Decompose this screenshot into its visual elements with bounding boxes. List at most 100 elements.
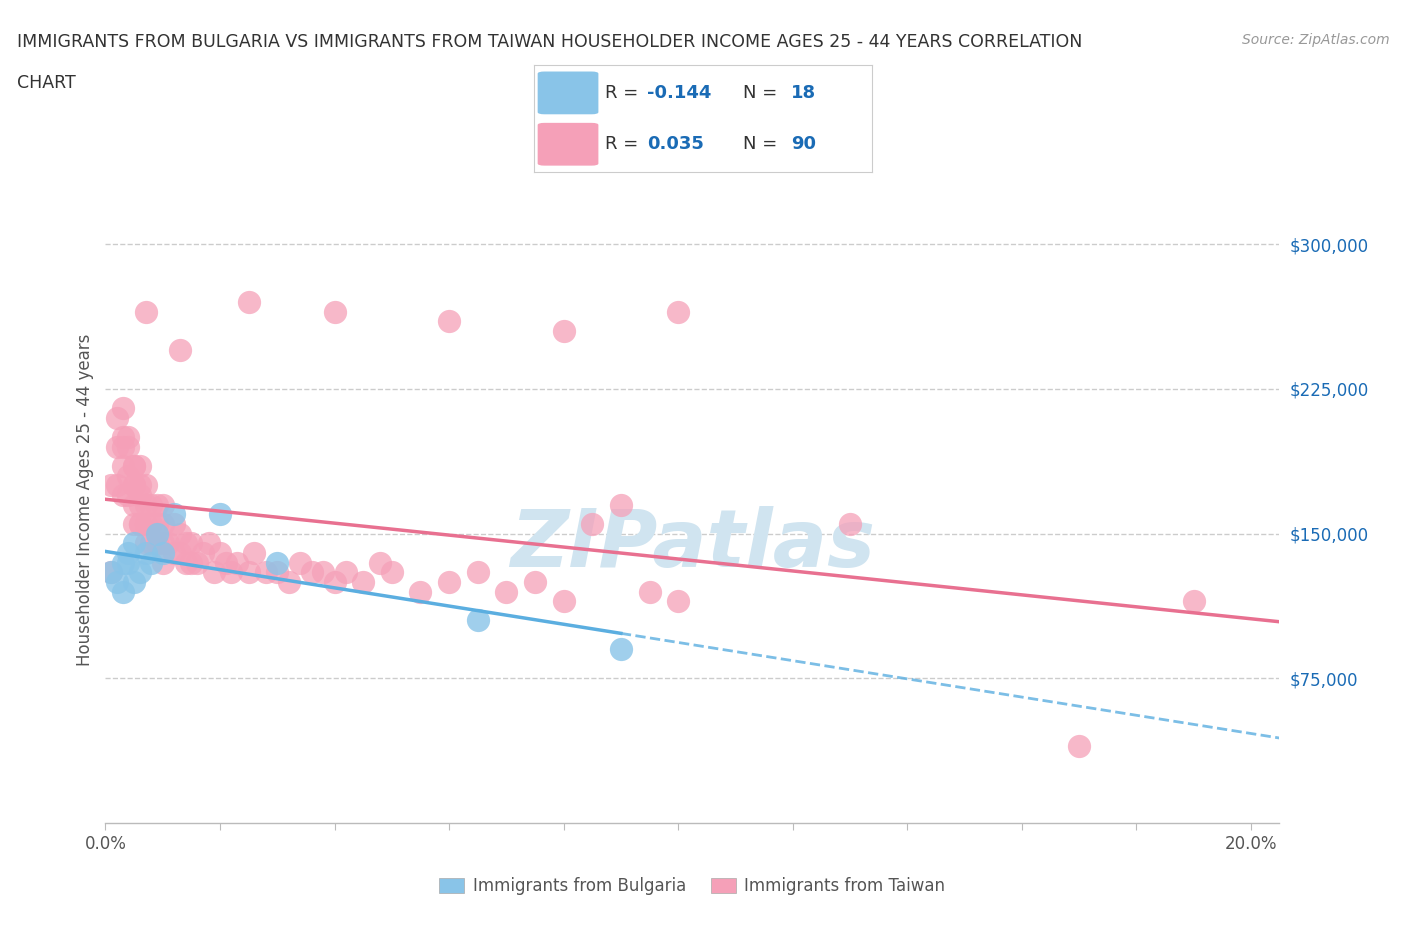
- Point: [111, 430, 134, 445]
- Point: [169, 526, 191, 541]
- Point: [111, 487, 134, 502]
- Point: [301, 565, 323, 579]
- Point: [169, 546, 191, 561]
- Point: [122, 478, 145, 493]
- Point: [152, 546, 174, 561]
- Point: [152, 555, 174, 570]
- FancyBboxPatch shape: [537, 72, 599, 114]
- Text: 0.035: 0.035: [647, 135, 704, 153]
- Point: [146, 516, 169, 531]
- Point: [128, 478, 150, 493]
- Point: [553, 324, 575, 339]
- Point: [111, 401, 134, 416]
- Text: R =: R =: [605, 84, 644, 102]
- Point: [152, 536, 174, 551]
- Point: [467, 613, 489, 628]
- Point: [215, 555, 238, 570]
- Point: [117, 439, 139, 454]
- Point: [581, 516, 603, 531]
- Point: [141, 536, 163, 551]
- Point: [467, 565, 489, 579]
- Point: [122, 498, 145, 512]
- Point: [146, 526, 169, 541]
- Point: [105, 478, 128, 493]
- Point: [157, 536, 180, 551]
- Point: [226, 555, 249, 570]
- Text: R =: R =: [605, 135, 644, 153]
- Text: N =: N =: [744, 84, 783, 102]
- Point: [152, 498, 174, 512]
- Text: N =: N =: [744, 135, 783, 153]
- Point: [1182, 593, 1205, 608]
- Point: [553, 593, 575, 608]
- Point: [111, 458, 134, 473]
- Point: [128, 487, 150, 502]
- Point: [135, 516, 157, 531]
- Point: [238, 295, 260, 310]
- FancyBboxPatch shape: [537, 123, 599, 166]
- Point: [141, 516, 163, 531]
- Point: [208, 546, 231, 561]
- Point: [243, 546, 266, 561]
- Point: [197, 536, 219, 551]
- Point: [135, 304, 157, 319]
- Point: [100, 565, 122, 579]
- Point: [128, 498, 150, 512]
- Point: [100, 565, 122, 579]
- Point: [111, 555, 134, 570]
- Point: [186, 555, 208, 570]
- Point: [111, 584, 134, 599]
- Point: [117, 487, 139, 502]
- Point: [1067, 738, 1090, 753]
- Point: [146, 536, 169, 551]
- Point: [128, 516, 150, 531]
- Point: [437, 314, 460, 329]
- Text: IMMIGRANTS FROM BULGARIA VS IMMIGRANTS FROM TAIWAN HOUSEHOLDER INCOME AGES 25 - : IMMIGRANTS FROM BULGARIA VS IMMIGRANTS F…: [17, 33, 1083, 50]
- Point: [208, 507, 231, 522]
- Point: [122, 536, 145, 551]
- Point: [381, 565, 404, 579]
- Point: [335, 565, 357, 579]
- Point: [135, 536, 157, 551]
- Point: [666, 593, 689, 608]
- Point: [174, 536, 197, 551]
- Point: [523, 575, 546, 590]
- Point: [105, 410, 128, 425]
- Point: [141, 555, 163, 570]
- Point: [169, 343, 191, 358]
- Point: [610, 498, 633, 512]
- Point: [666, 304, 689, 319]
- Point: [111, 439, 134, 454]
- Point: [117, 546, 139, 561]
- Point: [266, 555, 288, 570]
- Point: [128, 516, 150, 531]
- Point: [117, 430, 139, 445]
- Point: [163, 546, 186, 561]
- Point: [122, 575, 145, 590]
- Point: [409, 584, 432, 599]
- Point: [117, 469, 139, 484]
- Text: ZIPatlas: ZIPatlas: [510, 506, 875, 584]
- Text: 90: 90: [790, 135, 815, 153]
- Text: Source: ZipAtlas.com: Source: ZipAtlas.com: [1241, 33, 1389, 46]
- Point: [174, 555, 197, 570]
- Point: [191, 546, 214, 561]
- Point: [135, 546, 157, 561]
- Point: [163, 516, 186, 531]
- Point: [135, 498, 157, 512]
- Y-axis label: Householder Income Ages 25 - 44 years: Householder Income Ages 25 - 44 years: [76, 334, 94, 666]
- Point: [839, 516, 862, 531]
- Point: [238, 565, 260, 579]
- Point: [266, 565, 288, 579]
- Point: [323, 304, 346, 319]
- Point: [122, 478, 145, 493]
- Point: [221, 565, 243, 579]
- Point: [122, 458, 145, 473]
- Point: [105, 575, 128, 590]
- Point: [146, 498, 169, 512]
- Text: CHART: CHART: [17, 74, 76, 92]
- Point: [100, 478, 122, 493]
- Point: [152, 516, 174, 531]
- Point: [352, 575, 374, 590]
- Point: [610, 642, 633, 657]
